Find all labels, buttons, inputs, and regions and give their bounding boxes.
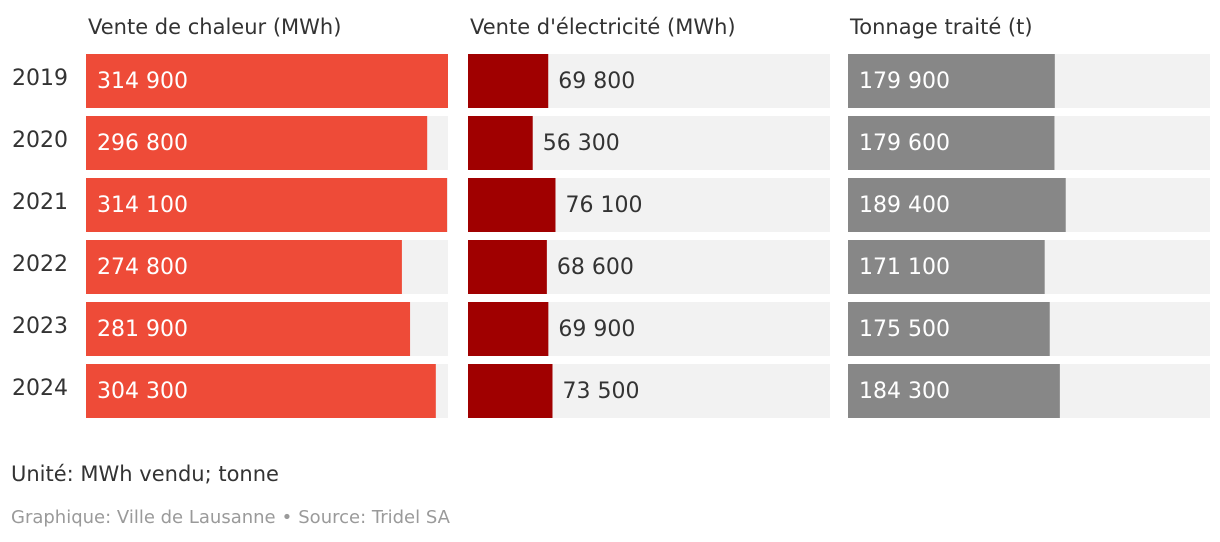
- bar-2019: [86, 54, 448, 108]
- data-label-2022: 68 600: [557, 255, 634, 280]
- data-label-2024: 73 500: [562, 379, 639, 404]
- data-label-2020: 296 800: [97, 131, 188, 156]
- data-label-2021: 189 400: [859, 193, 950, 218]
- unit-note: Unité: MWh vendu; tonne: [11, 462, 279, 486]
- data-label-2023: 69 900: [558, 317, 635, 342]
- credit-graphic: Graphique: Ville de Lausanne: [11, 507, 276, 528]
- data-label-2021: 314 100: [97, 193, 188, 218]
- year-label-2020: 2020: [12, 128, 68, 153]
- credit-line: Graphique: Ville de Lausanne • Source: Tri…: [11, 507, 450, 528]
- bar-2020: [468, 116, 533, 170]
- bar-2020: [86, 116, 428, 170]
- bar-2022: [468, 240, 547, 294]
- data-label-2020: 179 600: [859, 131, 950, 156]
- data-label-2023: 281 900: [97, 317, 188, 342]
- year-label-2024: 2024: [12, 376, 68, 401]
- bar-2019: [848, 54, 1055, 108]
- bar-2019: [468, 54, 549, 108]
- bar-2020: [848, 116, 1055, 170]
- bar-2024: [468, 364, 553, 418]
- bar-2021: [86, 178, 448, 232]
- panel-title-1: Vente de chaleur (MWh): [88, 15, 341, 39]
- bar-2023: [848, 302, 1050, 356]
- panel-title-2: Vente d'électricité (MWh): [470, 15, 736, 39]
- bar-2023: [86, 302, 411, 356]
- year-label-2019: 2019: [12, 66, 68, 91]
- bar-2021: [848, 178, 1066, 232]
- data-label-2022: 274 800: [97, 255, 188, 280]
- bar-2023: [468, 302, 549, 356]
- data-label-2022: 171 100: [859, 255, 950, 280]
- year-label-2023: 2023: [12, 314, 68, 339]
- data-label-2024: 184 300: [859, 379, 950, 404]
- bar-2021: [468, 178, 556, 232]
- data-label-2019: 314 900: [97, 69, 188, 94]
- data-label-2024: 304 300: [97, 379, 188, 404]
- bar-chart-grid: 2019 2020 2021 2022 2023 2024 Vente de chaleur…: [12, 15, 1210, 418]
- year-label-2022: 2022: [12, 252, 68, 277]
- year-label-2021: 2021: [12, 190, 68, 215]
- data-label-2023: 175 500: [859, 317, 950, 342]
- data-label-2019: 69 800: [558, 69, 635, 94]
- bar-2022: [86, 240, 402, 294]
- credit-separator: •: [281, 507, 293, 528]
- data-label-2019: 179 900: [859, 69, 950, 94]
- data-label-2021: 76 100: [565, 193, 642, 218]
- credit-source: Source: Tridel SA: [298, 507, 450, 528]
- bar-2024: [86, 364, 436, 418]
- panel-title-3: Tonnage traité (t): [849, 15, 1033, 39]
- bar-2024: [848, 364, 1060, 418]
- data-label-2020: 56 300: [543, 131, 620, 156]
- bar-2022: [848, 240, 1045, 294]
